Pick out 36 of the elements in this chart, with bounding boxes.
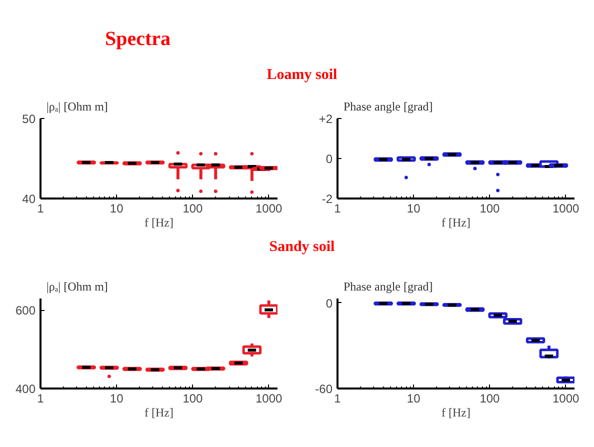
y-tick-label: -60 <box>315 382 333 396</box>
x-tick-label: 1 <box>334 202 342 216</box>
x-tick-label: 10 <box>110 392 124 406</box>
y-tick-label: 40 <box>22 192 36 206</box>
y-tick-label: 400 <box>15 382 36 396</box>
y-tick-label: 600 <box>15 304 36 318</box>
y-axis-title: Phase angle [grad] <box>344 280 433 294</box>
x-tick-label: 1000 <box>552 202 580 216</box>
x-tick-label: 1000 <box>552 392 580 406</box>
y-axis-title: Phase angle [grad] <box>344 100 433 114</box>
x-tick-label: 1000 <box>255 202 282 216</box>
x-tick-label: 10 <box>406 392 421 406</box>
x-tick-label: 100 <box>480 202 500 216</box>
chart-title: Sandy soil <box>269 238 335 257</box>
x-tick-label: 10 <box>406 202 421 216</box>
x-tick-label: 100 <box>182 392 204 406</box>
y-axis-title: |ρₐ| [Ohm m] <box>46 280 108 294</box>
y-tick-label: 0 <box>326 152 333 166</box>
x-tick-label: 1 <box>37 392 44 406</box>
x-axis-title: f [Hz] <box>442 216 470 230</box>
x-tick-label: 10 <box>110 202 124 216</box>
x-tick-label: 1000 <box>255 392 282 406</box>
y-tick-label: 50 <box>22 112 36 126</box>
chart-title: Loamy soil <box>266 66 338 85</box>
x-tick-label: 1 <box>334 392 342 406</box>
x-axis-title: f [Hz] <box>144 406 174 420</box>
y-tick-label: 0 <box>326 296 333 310</box>
x-tick-label: 1 <box>37 202 44 216</box>
x-tick-label: 100 <box>480 392 500 406</box>
x-tick-label: 100 <box>182 202 204 216</box>
y-tick-label: -2 <box>322 192 333 206</box>
y-axis-title: |ρₐ| [Ohm m] <box>46 100 108 114</box>
x-axis-title: f [Hz] <box>144 216 174 230</box>
y-tick-label: +2 <box>318 112 333 126</box>
text: Spectra <box>105 27 171 52</box>
x-axis-title: f [Hz] <box>442 406 470 420</box>
